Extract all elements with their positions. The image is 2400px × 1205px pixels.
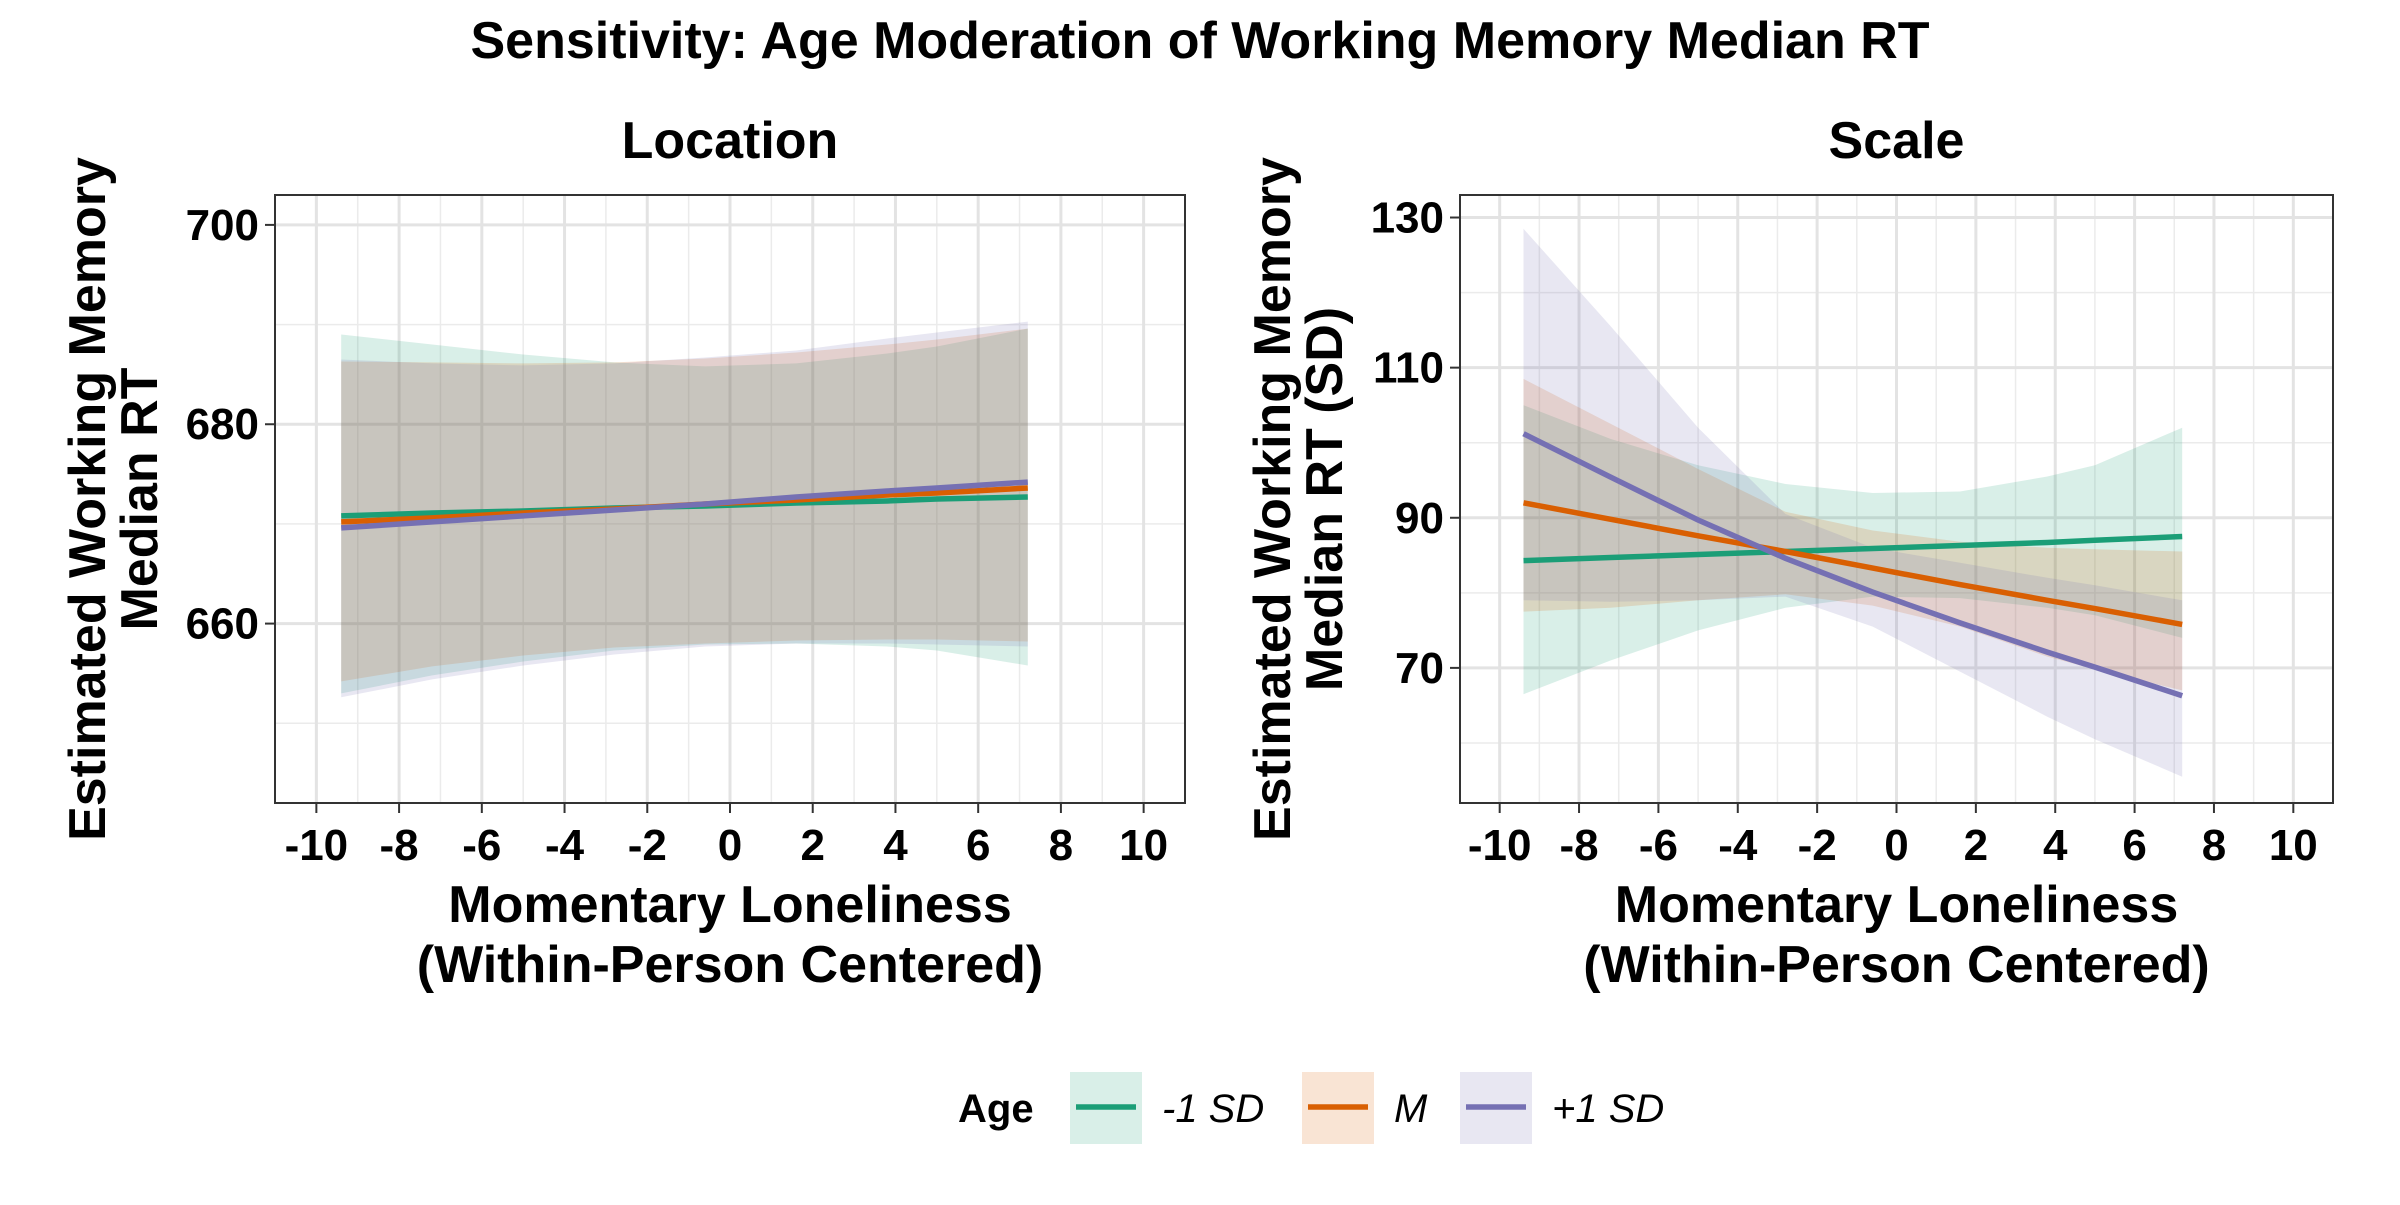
y-tick-label: 130 [1371,194,1444,243]
y-tick-label: 110 [1373,344,1444,393]
x-axis-title: Momentary Loneliness (Within-Person Cente… [417,876,1043,994]
x-tick-label: -2 [1798,821,1837,870]
legend: Age -1 SD M +1 SD [958,1072,1664,1144]
y-tick-label: 90 [1395,494,1444,543]
y-axis: 70 90 110 130 [1371,194,1460,693]
confidence-ribbons [341,321,1028,698]
y-axis-title: Estimated Working MemoryMedian RT (SD) [1244,157,1354,841]
y-axis-title: Estimated Working MemoryMedian RT [59,157,169,841]
panel-location: Location -10 -8 -6 -4 -2 0 2 4 6 8 10 660 680 700 Momen… [59,112,1186,994]
series-lines [1522,431,2184,699]
series-lines [341,479,1028,531]
x-axis: -10 -8 -6 -4 -2 0 2 4 6 8 10 [285,803,1168,870]
x-tick-label: -6 [462,821,501,870]
legend-item: -1 SD [1070,1072,1264,1144]
ribbon--1-sd [341,328,1028,694]
x-tick-label: -4 [1718,821,1758,870]
x-tick-label: -2 [628,821,667,870]
y-axis: 660 680 700 [186,201,275,649]
facet-title: Scale [1829,112,1965,170]
legend-label: M [1394,1087,1428,1131]
legend-item: +1 SD [1460,1072,1664,1144]
y-tick-label: 680 [186,400,259,449]
ribbon-m [1523,378,2183,691]
x-tick-label: -10 [1468,821,1532,870]
x-tick-label: 0 [718,821,742,870]
grid [1459,195,2334,803]
x-tick-label: 6 [2122,821,2146,870]
x-tick-label: 4 [2043,821,2068,870]
x-axis-title: Momentary Loneliness (Within-Person Cente… [1583,876,2209,994]
legend-item: M [1302,1072,1428,1144]
x-tick-label: 10 [1119,821,1168,870]
x-tick-label: 2 [800,821,824,870]
x-tick-label: 8 [2202,821,2226,870]
x-tick-label: -4 [545,821,585,870]
legend-title: Age [958,1087,1034,1131]
panel-scale: Scale -10 -8 -6 -4 -2 0 2 4 6 8 10 70 90 110 130 Momenta… [1244,112,2334,994]
ribbon--1-sd [341,321,1028,698]
y-tick-label: 660 [186,600,259,649]
series-line--1-sd [1522,431,2184,699]
x-tick-label: 10 [2269,821,2318,870]
x-tick-label: 6 [966,821,990,870]
series-line--1-sd [1523,533,2183,564]
facet-title: Location [622,112,839,170]
series-line--1-sd [341,479,1028,531]
x-tick-label: -6 [1639,821,1678,870]
legend-label: +1 SD [1552,1087,1664,1131]
chart-title: Sensitivity: Age Moderation of Working M… [470,12,1929,70]
x-axis: -10 -8 -6 -4 -2 0 2 4 6 8 10 [1468,803,2318,870]
x-tick-label: 2 [1964,821,1988,870]
series-line-m [1522,500,2183,628]
x-tick-label: -8 [1559,821,1598,870]
x-tick-label: 8 [1049,821,1073,870]
y-tick-label: 70 [1395,644,1444,693]
y-tick-label: 700 [186,201,259,250]
x-tick-label: -10 [285,821,349,870]
x-tick-label: -8 [380,821,419,870]
x-tick-label: 0 [1884,821,1908,870]
legend-label: -1 SD [1162,1087,1264,1131]
x-tick-label: 4 [883,821,908,870]
